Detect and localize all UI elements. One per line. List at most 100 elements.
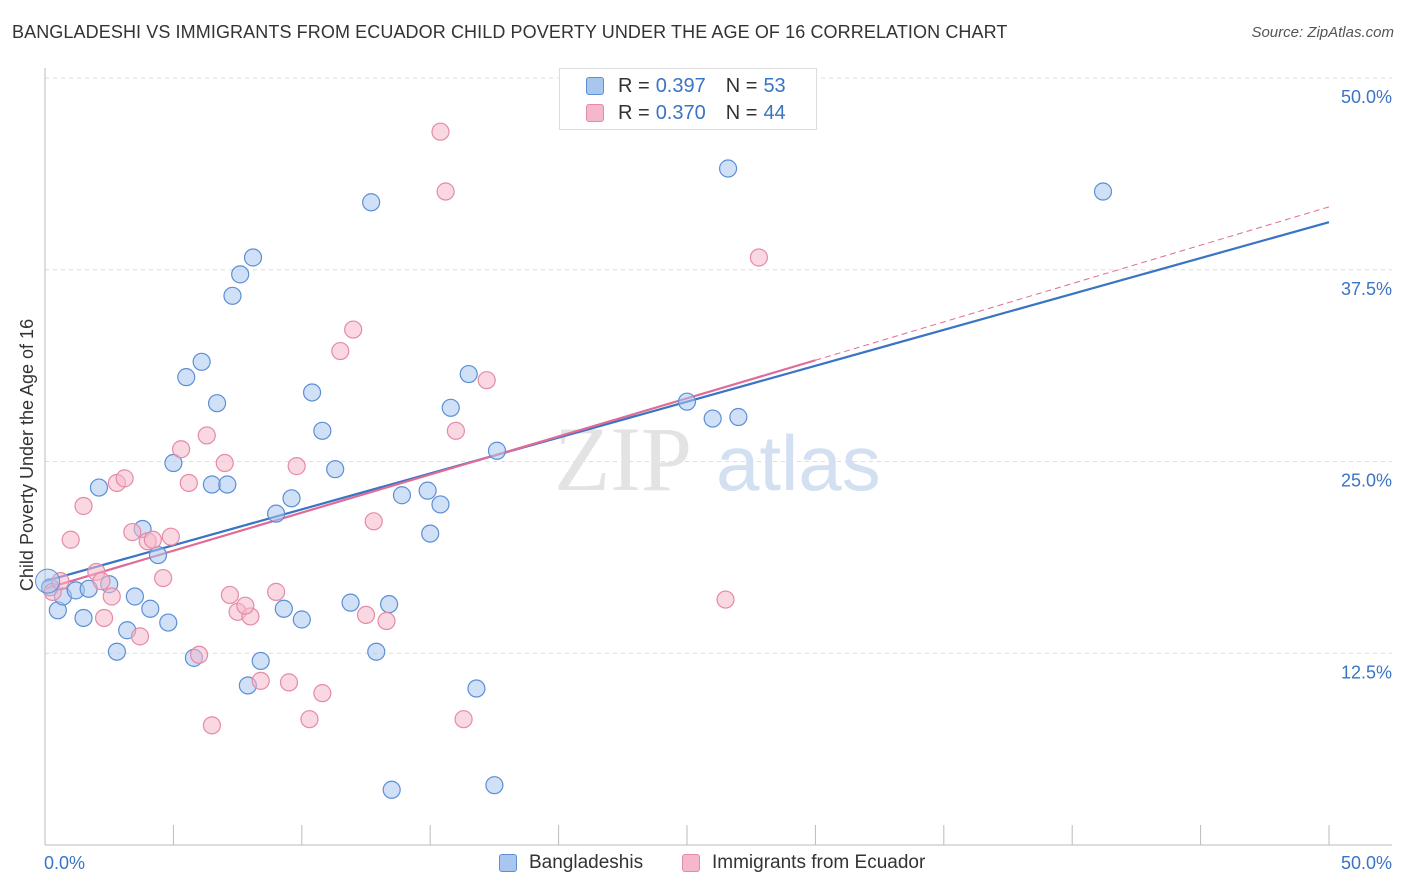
bangladeshi-point [341,593,360,612]
ecuador-point [94,608,114,628]
ecuador-point [189,645,209,664]
series-legend: Bangladeshis Immigrants from Ecuador [0,852,1406,878]
bangladeshi-point [367,642,386,661]
ecuador-point [749,248,769,267]
bangladeshi-point [380,595,399,614]
ecuador-point [220,585,239,605]
bangladeshi-point [292,610,311,629]
ecuador-point [143,530,162,549]
ecuador-point [236,596,255,615]
ecuador-point [154,568,173,588]
bangladeshi-point [267,504,286,523]
bangladeshi-point [467,679,486,698]
legend-r-value: 0.370 [655,101,706,124]
ecuador-point [161,527,180,546]
bangladeshi-point [421,524,440,543]
bangladeshi-point [487,441,507,460]
ecuador-point [454,710,473,729]
legend-swatch-blue [499,854,517,872]
ecuador-point [51,572,70,591]
bangladeshi-point [251,651,270,671]
watermark-zip: ZIP [554,408,692,510]
legend-r-value: 0.397 [655,74,706,97]
legend-label-bangladeshis: Bangladeshis [529,852,644,873]
legend-n-label: N = [725,101,758,124]
bangladeshi-point [107,642,127,661]
ticklabel-layer: 12.5% 25.0% 37.5% 50.0% 0.0% 50.0% [44,87,1392,873]
ecuador-point [344,320,363,339]
ecuador-trend-extension [815,206,1330,361]
ecuador-point [313,684,332,703]
bangladeshi-point [1093,182,1113,201]
source-label: Source: ZipAtlas.com [1251,24,1394,41]
bangladeshi-point [141,599,160,618]
ecuador-point [377,611,396,631]
grid-layer [45,77,1392,654]
bangladeshi-point [418,481,437,500]
bangladeshi-point [243,248,263,267]
ecuador-point [197,426,216,445]
ecuador-point [172,440,191,459]
ecuador-point [179,473,198,493]
bangladeshi-point [431,495,450,514]
chart-title: BANGLADESHI VS IMMIGRANTS FROM ECUADOR C… [12,22,1008,42]
y-tick-label: 50.0% [1341,87,1392,107]
ecuador-point [215,453,234,473]
axis-layer [44,68,1392,846]
bangladeshi-point [74,608,93,628]
stats-legend: R = 0.397 N = 53 R = 0.370 N = 44 [559,68,817,130]
bangladeshi-point [218,475,237,494]
points-layer [35,122,1113,799]
bangladeshi-point [382,780,401,799]
y-axis-label: Child Poverty Under the Age of 16 [17,319,37,591]
bangladeshi-point [223,286,242,305]
legend-swatch-blue [586,77,604,95]
bangladeshi-point [718,159,738,178]
ecuador-point [267,582,286,601]
legend-n-label: N = [725,74,758,97]
watermark-atlas: atlas [716,419,881,507]
legend-n-value: 53 [763,74,786,97]
ecuador-point [61,530,80,549]
bangladeshi-point [89,478,109,497]
bangladeshi-point [729,407,748,427]
legend-r-label: R = [618,101,650,124]
ecuador-point [130,627,150,646]
bangladeshi-point [125,587,144,606]
ecuador-point [356,605,376,625]
legend-r-label: R = [618,74,650,97]
ecuador-point [436,182,455,201]
legend-row-ecuador: R = 0.370 N = 44 [586,101,786,125]
bangladeshi-point [164,453,183,473]
bangladeshi-point [677,392,697,411]
ecuador-point [123,522,142,542]
ecuador-point [202,716,222,735]
legend-swatch-pink [682,854,700,872]
ecuador-point [477,371,496,390]
legend-item-ecuador[interactable]: Immigrants from Ecuador [682,852,925,874]
bangladeshi-point [441,398,460,417]
bangladeshi-point [326,460,345,479]
x-tick-label: 0.0% [44,853,85,873]
bangladeshi-point [362,193,381,212]
ecuador-point [300,710,319,729]
ecuador-point [279,673,299,692]
ecuador-point [431,122,450,141]
bangladeshi-point [703,409,722,428]
bangladeshi-point [202,475,222,494]
y-tick-label: 37.5% [1341,279,1392,299]
ecuador-point [364,512,383,531]
ecuador-point [446,421,465,440]
ecuador-point [102,587,121,606]
legend-swatch-pink [586,104,604,122]
bangladeshi-point [313,421,332,440]
y-tick-label: 25.0% [1341,471,1392,491]
bangladeshi-point [302,383,322,402]
ecuador-point [251,671,270,690]
ecuador-point [331,341,350,361]
ecuador-point [92,572,111,591]
ecuador-point [716,590,735,609]
bangladeshi-point [485,776,504,795]
legend-item-bangladeshis[interactable]: Bangladeshis [499,852,643,874]
